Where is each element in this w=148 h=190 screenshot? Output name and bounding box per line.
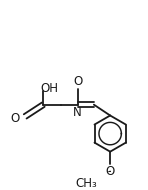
Text: O: O <box>11 112 20 125</box>
Text: CH₃: CH₃ <box>76 177 98 190</box>
Text: O: O <box>106 165 115 178</box>
Text: N: N <box>73 106 82 119</box>
Text: O: O <box>73 75 82 88</box>
Text: OH: OH <box>41 82 59 95</box>
